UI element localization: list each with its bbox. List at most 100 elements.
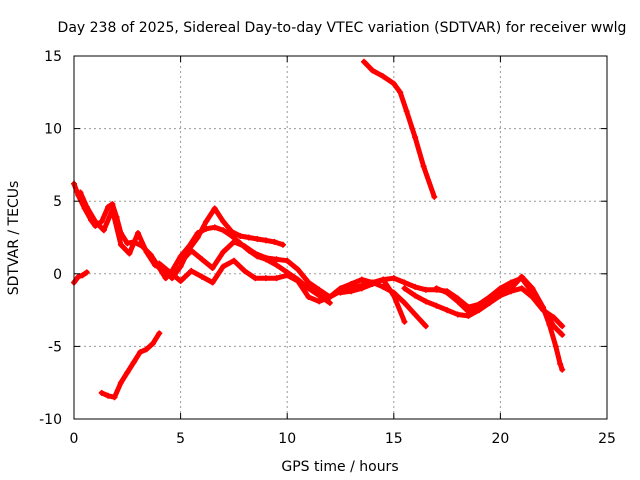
data-point <box>284 272 291 279</box>
data-point <box>143 249 150 256</box>
data-point <box>92 218 99 225</box>
data-point <box>422 286 429 293</box>
data-point <box>252 275 259 282</box>
data-point <box>83 269 90 276</box>
data-point <box>412 311 419 318</box>
data-point <box>117 241 124 248</box>
series-line <box>402 285 565 329</box>
x-tick-label: 10 <box>278 431 296 447</box>
data-point <box>559 366 566 373</box>
data-point <box>486 299 493 306</box>
series-layer <box>71 58 566 401</box>
data-point <box>143 346 150 353</box>
x-tick-label: 25 <box>598 431 616 447</box>
data-point <box>198 273 205 280</box>
data-point <box>252 250 259 257</box>
series-track-8 <box>401 285 566 330</box>
y-tick-label: 0 <box>53 267 62 283</box>
data-point <box>230 257 237 264</box>
data-point <box>209 264 216 271</box>
data-point <box>540 307 547 314</box>
data-point <box>380 73 387 80</box>
data-point <box>220 263 227 270</box>
data-point <box>518 273 525 280</box>
data-point <box>529 285 536 292</box>
data-point <box>162 275 169 282</box>
data-point <box>105 392 112 399</box>
data-point <box>75 273 82 280</box>
data-point <box>431 193 438 200</box>
data-point <box>412 292 419 299</box>
x-axis-title: GPS time / hours <box>281 459 398 475</box>
series-line <box>178 239 429 329</box>
series-track-2 <box>71 180 333 306</box>
series-line <box>361 59 437 200</box>
data-point <box>117 379 124 386</box>
data-point <box>130 359 137 366</box>
data-point <box>518 285 525 292</box>
x-tick-label: 5 <box>176 431 185 447</box>
x-tick-label: 0 <box>70 431 79 447</box>
axis-ticks <box>73 55 608 420</box>
data-point <box>124 240 131 247</box>
data-point <box>149 340 156 347</box>
data-point <box>83 204 90 211</box>
data-point <box>360 58 367 65</box>
data-point <box>305 279 312 286</box>
data-point <box>262 275 269 282</box>
data-point <box>444 289 451 296</box>
data-point <box>271 238 278 245</box>
data-point <box>237 233 244 240</box>
data-point <box>433 285 440 292</box>
data-point <box>476 307 483 314</box>
data-point <box>124 369 131 376</box>
data-point <box>305 285 312 292</box>
data-point <box>126 250 133 257</box>
data-point <box>273 275 280 282</box>
data-point <box>109 201 116 208</box>
data-point <box>241 243 248 250</box>
data-point <box>228 228 235 235</box>
data-point <box>211 224 218 231</box>
data-point <box>220 227 227 234</box>
data-point <box>559 331 566 338</box>
series-track-3 <box>77 189 286 282</box>
data-point <box>254 235 261 242</box>
data-point <box>230 238 237 245</box>
data-point <box>111 394 118 401</box>
data-point <box>262 237 269 244</box>
plot-frame <box>73 55 608 420</box>
gridlines <box>74 56 607 419</box>
data-point <box>433 302 440 309</box>
data-point <box>476 301 483 308</box>
series-track-1 <box>360 58 438 200</box>
data-point <box>137 349 144 356</box>
data-point <box>465 312 472 319</box>
data-point <box>245 234 252 241</box>
data-point <box>98 389 105 396</box>
data-point <box>279 241 286 248</box>
data-point <box>203 218 210 225</box>
data-point <box>316 286 323 293</box>
data-point <box>316 298 323 305</box>
data-point <box>403 108 410 115</box>
data-point <box>156 330 163 337</box>
data-point <box>166 269 173 276</box>
data-point <box>401 318 408 325</box>
data-point <box>557 360 564 367</box>
data-point <box>454 311 461 318</box>
data-point <box>546 321 553 328</box>
data-point <box>380 276 387 283</box>
y-tick-label: -5 <box>48 339 62 355</box>
y-axis-title: SDTVAR / TECUs <box>6 181 22 296</box>
data-point <box>198 256 205 263</box>
data-point <box>100 227 107 234</box>
data-point <box>326 294 333 301</box>
data-point <box>508 288 515 295</box>
data-point <box>220 218 227 225</box>
data-point <box>497 292 504 299</box>
data-point <box>559 323 566 330</box>
data-point <box>273 262 280 269</box>
data-point <box>422 323 429 330</box>
